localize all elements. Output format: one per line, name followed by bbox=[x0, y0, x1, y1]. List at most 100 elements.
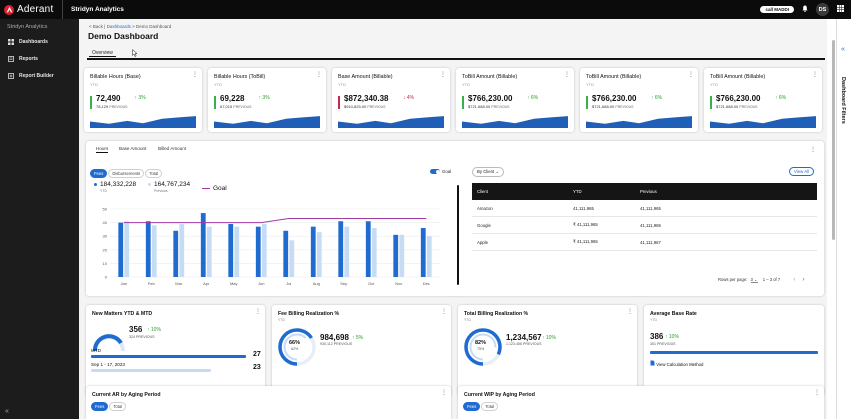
logo[interactable]: Aderant bbox=[0, 0, 63, 19]
view-calculation-label: View Calculation Method bbox=[656, 362, 704, 367]
range-value: 23 bbox=[253, 364, 261, 371]
pagination-range: 1 – 3 of 7 bbox=[762, 277, 781, 282]
toggle-switch[interactable] bbox=[430, 169, 440, 174]
previous-dot bbox=[148, 182, 151, 186]
dashboard-filters-panel[interactable]: « Dashboard Filters bbox=[836, 19, 851, 419]
pill-total[interactable]: Total bbox=[481, 402, 499, 411]
back-link[interactable]: < Back bbox=[89, 24, 103, 29]
tab-overview[interactable]: Overview bbox=[89, 47, 116, 57]
x-tick-label: Nov bbox=[395, 281, 402, 286]
rows-per-page-select[interactable]: 3 ⌄ bbox=[750, 277, 758, 283]
product-name: Stridyn Analytics bbox=[71, 6, 124, 13]
table-row[interactable]: Amazon 41,111,965 41,111,965 bbox=[472, 200, 817, 217]
rows-per-page-label: Rows per page: bbox=[718, 277, 748, 282]
tab-hours[interactable]: Hours bbox=[96, 146, 109, 153]
more-options-icon[interactable]: ⋮ bbox=[441, 390, 447, 396]
breadcrumb-dashboards[interactable]: Dashboards bbox=[106, 24, 131, 29]
tab-base-amount[interactable]: Base Amount bbox=[119, 146, 147, 151]
next-page-button[interactable]: › bbox=[802, 277, 805, 283]
view-all-button[interactable]: View All bbox=[789, 167, 814, 176]
rate-change: ↑ 10% bbox=[665, 334, 679, 340]
dashboard-filters-label: Dashboard Filters bbox=[840, 77, 846, 124]
kpi-prev-value: $721,688.00 bbox=[716, 104, 739, 109]
more-options-icon[interactable]: ⋮ bbox=[810, 147, 816, 153]
tab-bar: Overview bbox=[87, 47, 825, 60]
goal-toggle[interactable]: Goal bbox=[430, 169, 451, 174]
kpi-prev-label: PREVIOUS bbox=[233, 105, 252, 109]
tab-billed-amount[interactable]: Billed Amount bbox=[158, 146, 187, 151]
kpi-previous: $721,688.00 PREVIOUS bbox=[716, 104, 757, 109]
call-maddi-button[interactable]: call MADDI bbox=[760, 6, 794, 13]
fee-prev-value: 930,112 bbox=[320, 342, 333, 346]
more-options-icon[interactable]: ⋮ bbox=[255, 309, 261, 315]
mouse-cursor-icon bbox=[132, 48, 138, 59]
sidebar-collapse-icon[interactable]: « bbox=[5, 408, 9, 415]
ytd-bar bbox=[228, 223, 234, 277]
sidebar: Stridyn Analytics Dashboards Reports Rep… bbox=[0, 19, 79, 419]
vertical-scrollbar[interactable] bbox=[832, 40, 835, 240]
kpi-area-sparkline bbox=[586, 116, 692, 128]
pill-total[interactable]: Total bbox=[145, 169, 163, 178]
apps-grid-icon[interactable] bbox=[837, 5, 844, 14]
more-options-icon[interactable]: ⋮ bbox=[441, 309, 447, 315]
rows-per-page-value: 3 bbox=[750, 277, 753, 282]
column-ytd[interactable]: YTD bbox=[573, 189, 582, 194]
previous-bar bbox=[151, 225, 157, 277]
x-tick-label: Mar bbox=[175, 281, 183, 286]
hours-panel: Hours Base Amount Billed Amount ⋮ Fees Di… bbox=[86, 141, 824, 296]
ring-previous-arc bbox=[283, 333, 311, 361]
expand-filters-icon[interactable]: « bbox=[841, 46, 845, 53]
total-value: 1,234,567 bbox=[506, 333, 542, 342]
kpi-value: $766,230.00 bbox=[592, 94, 637, 103]
table-row[interactable]: Google ₹ 41,111,965 41,111,965 bbox=[472, 217, 817, 234]
kpi-title: Base Amount (Billable) bbox=[338, 74, 393, 80]
pill-fees[interactable]: Fees bbox=[463, 402, 481, 411]
pill-total[interactable]: Total bbox=[109, 402, 127, 411]
table-row[interactable]: Apple ₹ 41,111,965 41,111,967 bbox=[472, 234, 817, 251]
pill-fees[interactable]: Fees bbox=[90, 169, 108, 178]
more-options-icon[interactable]: ⋮ bbox=[192, 72, 198, 78]
card-subtitle: YTD bbox=[464, 318, 471, 322]
more-options-icon[interactable]: ⋮ bbox=[564, 72, 570, 78]
fee-pct: 66% bbox=[289, 340, 301, 346]
previous-label: Previous bbox=[154, 189, 168, 193]
sidebar-item-label: Reports bbox=[19, 55, 38, 62]
sidebar-item-reports[interactable]: Reports bbox=[0, 50, 79, 67]
dashboard-icon bbox=[8, 38, 14, 45]
kpi-title: ToBill Amount (Billable) bbox=[586, 74, 642, 80]
sidebar-item-dashboards[interactable]: Dashboards bbox=[0, 33, 79, 50]
card-title: Current AR by Aging Period bbox=[92, 392, 161, 398]
column-client[interactable]: Client bbox=[477, 189, 488, 194]
prev-page-button[interactable]: ‹ bbox=[793, 277, 796, 283]
more-options-icon[interactable]: ⋮ bbox=[688, 72, 694, 78]
y-tick-label: 40 bbox=[103, 220, 108, 225]
x-tick-label: Sep bbox=[340, 281, 348, 286]
top-bar: Aderant Stridyn Analytics call MADDI DS bbox=[0, 0, 851, 19]
more-options-icon[interactable]: ⋮ bbox=[627, 309, 633, 315]
sparkline-area bbox=[462, 116, 568, 128]
wip-pills: Fees Total bbox=[463, 402, 499, 411]
ytd-bar bbox=[255, 226, 261, 277]
x-tick-label: Oct bbox=[368, 281, 375, 286]
card-title: Total Billing Realization % bbox=[464, 311, 529, 317]
user-avatar[interactable]: DS bbox=[816, 3, 829, 16]
kpi-card: Base Amount (Billable) ⋮ YTD $872,340.38… bbox=[332, 68, 450, 132]
more-options-icon[interactable]: ⋮ bbox=[812, 72, 818, 78]
by-client-dropdown[interactable]: By Client ⌄ bbox=[472, 167, 505, 177]
kpi-change: ↑ 6% bbox=[651, 95, 663, 101]
card-subtitle: YTD bbox=[278, 318, 285, 322]
kpi-title: ToBill Amount (Billable) bbox=[462, 74, 518, 80]
view-calculation-link[interactable]: View Calculation Method bbox=[650, 360, 703, 367]
pill-fees[interactable]: Fees bbox=[91, 402, 109, 411]
column-previous[interactable]: Previous bbox=[640, 189, 657, 194]
total-prev-value: 1,123,456 bbox=[506, 342, 522, 346]
pill-disbursements[interactable]: Disbursements bbox=[108, 169, 145, 178]
kpi-area-sparkline bbox=[214, 116, 320, 128]
bell-icon[interactable] bbox=[802, 5, 808, 14]
more-options-icon[interactable]: ⋮ bbox=[814, 390, 820, 396]
previous-bar bbox=[234, 226, 240, 277]
more-options-icon[interactable]: ⋮ bbox=[440, 72, 446, 78]
previous-value: 164,767,234 bbox=[154, 181, 191, 188]
more-options-icon[interactable]: ⋮ bbox=[316, 72, 322, 78]
sidebar-item-report-builder[interactable]: Report Builder bbox=[0, 67, 79, 84]
